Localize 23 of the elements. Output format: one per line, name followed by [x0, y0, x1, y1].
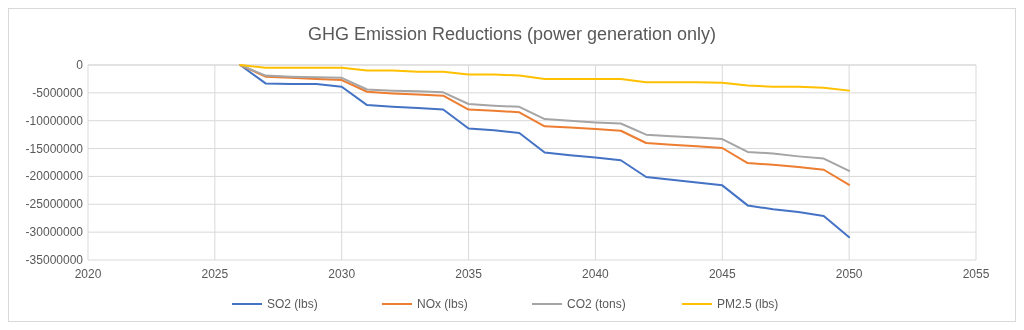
chart-title: GHG Emission Reductions (power generation only) — [307, 24, 717, 44]
y-tick-label: 0 — [76, 58, 84, 72]
y-tick-label: -25000000 — [25, 197, 84, 212]
line-series — [239, 64, 851, 92]
x-tick-label: 2040 — [582, 267, 610, 281]
x-tick-label: 2030 — [328, 267, 356, 281]
x-tick-label: 2055 — [962, 267, 990, 281]
line-series — [239, 64, 851, 239]
legend-label: CO2 (tons) — [567, 297, 626, 311]
y-tick-label: -10000000 — [25, 113, 84, 128]
x-tick-label: 2045 — [708, 267, 736, 281]
x-tick-label: 2025 — [201, 267, 229, 281]
y-tick-label: -30000000 — [25, 225, 84, 240]
legend-label: SO2 (lbs) — [267, 297, 318, 311]
x-tick-label: 2035 — [455, 267, 483, 281]
x-tick-label: 2050 — [835, 267, 863, 281]
y-tick-label: -15000000 — [25, 141, 84, 156]
y-tick-label: -5000000 — [32, 85, 84, 100]
y-tick-label: -20000000 — [25, 169, 84, 184]
legend-label: NOx (lbs) — [417, 297, 468, 311]
legend-label: PM2.5 (lbs) — [717, 297, 779, 311]
y-tick-label: -35000000 — [25, 253, 84, 267]
x-tick-label: 2020 — [74, 267, 102, 281]
